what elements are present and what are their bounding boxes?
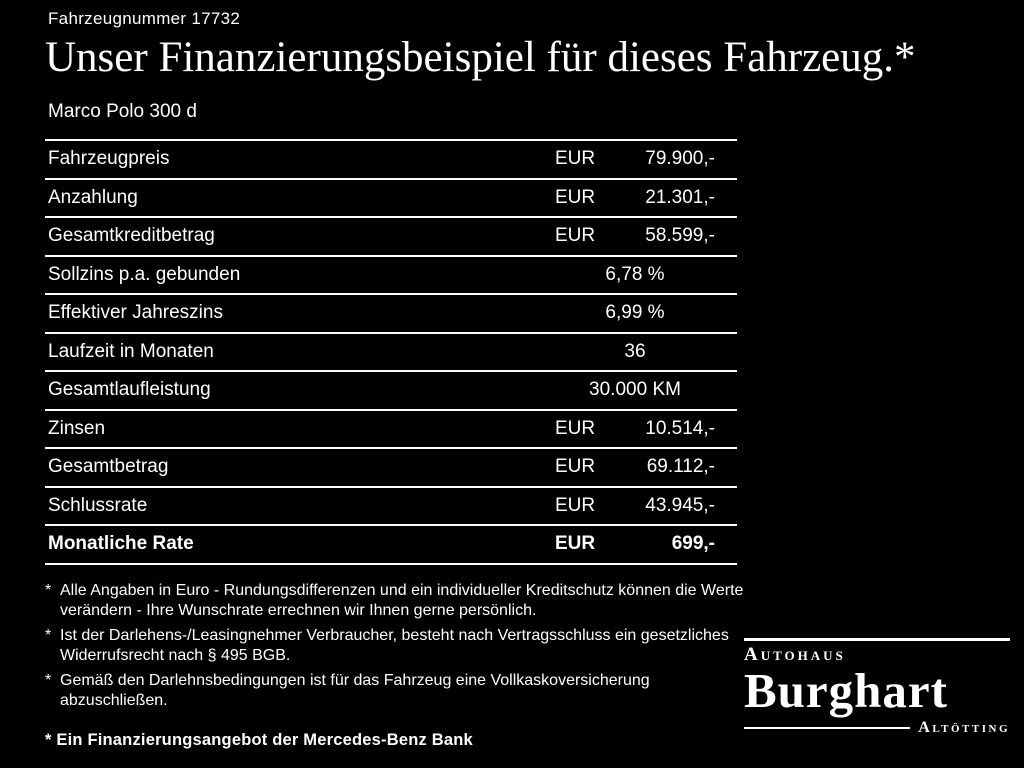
finance-row-value: 699,- xyxy=(671,533,715,555)
finance-row-values: EUR 79.900,- xyxy=(555,148,715,170)
dealer-logo: Autohaus Burghart Altötting xyxy=(744,638,1010,737)
currency-label: EUR xyxy=(555,186,596,208)
finance-row: Schlussrate EUR 43.945,- xyxy=(45,488,737,526)
finance-row-value: 58.599,- xyxy=(645,225,715,247)
finance-row-label: Schlussrate xyxy=(48,494,148,516)
footnote-text: Gemäß den Darlehnsbedingungen ist für da… xyxy=(60,672,650,709)
vehicle-number: Fahrzeugnummer 17732 xyxy=(48,9,241,28)
bank-note: * Ein Finanzierungsangebot der Mercedes-… xyxy=(45,731,473,749)
finance-row-label: Sollzins p.a. gebunden xyxy=(48,263,241,285)
finance-row: Anzahlung EUR 21.301,- xyxy=(45,180,737,218)
finance-row-label: Laufzeit in Monaten xyxy=(48,340,214,362)
finance-row-label: Anzahlung xyxy=(48,186,138,208)
finance-row: Zinsen EUR 10.514,- xyxy=(45,411,737,449)
finance-row-label: Gesamtlaufleistung xyxy=(48,379,211,401)
finance-row: Gesamtlaufleistung 30.000 KM xyxy=(45,372,737,411)
footnote: * Gemäß den Darlehnsbedingungen ist für d… xyxy=(45,671,750,711)
footnote-text: Alle Angaben in Euro - Rundungsdifferenz… xyxy=(60,582,744,619)
footnote: * Alle Angaben in Euro - Rundungsdifferen… xyxy=(45,581,750,621)
finance-row-values: 36 xyxy=(555,341,715,363)
finance-row-value: 21.301,- xyxy=(645,186,715,208)
footnote-text: Ist der Darlehens-/Leasingnehmer Verbrau… xyxy=(60,627,729,664)
finance-row-label: Effektiver Jahreszins xyxy=(48,302,223,324)
currency-label: EUR xyxy=(555,148,596,170)
finance-table: Fahrzeugpreis EUR 79.900,- Anzahlung EUR 21.3… xyxy=(45,139,737,565)
finance-row-label: Monatliche Rate xyxy=(48,533,194,555)
finance-row-values: EUR 58.599,- xyxy=(555,225,715,247)
finance-row-label: Zinsen xyxy=(48,417,106,439)
footnote-marker: * xyxy=(45,627,52,644)
finance-row-values: 30.000 KM xyxy=(555,379,715,401)
logo-divider xyxy=(744,726,911,729)
finance-row-value: 79.900,- xyxy=(645,148,715,170)
finance-row-values: EUR 699,- xyxy=(555,533,715,555)
dealer-logo-city: Altötting xyxy=(918,718,1010,736)
currency-label: EUR xyxy=(555,494,596,516)
finance-row-value: 43.945,- xyxy=(645,494,715,516)
footnote: * Ist der Darlehens-/Leasingnehmer Verbra… xyxy=(45,626,750,666)
finance-row-label: Fahrzeugpreis xyxy=(48,148,170,170)
finance-row-values: EUR 43.945,- xyxy=(555,495,715,517)
finance-row-values: EUR 69.112,- xyxy=(555,456,715,478)
footnote-marker: * xyxy=(45,672,52,689)
finance-row: Gesamtkreditbetrag EUR 58.599,- xyxy=(45,218,737,257)
finance-row-values: EUR 21.301,- xyxy=(555,187,715,209)
footnote-marker: * xyxy=(45,582,52,599)
finance-row-label: Gesamtbetrag xyxy=(48,456,169,478)
finance-row: Laufzeit in Monaten 36 xyxy=(45,334,737,372)
finance-row: Monatliche Rate EUR 699,- xyxy=(45,526,737,565)
vehicle-model: Marco Polo 300 d xyxy=(48,101,197,122)
currency-label: EUR xyxy=(555,417,596,439)
finance-row-label: Gesamtkreditbetrag xyxy=(48,225,215,247)
finance-row-value: 30.000 KM xyxy=(589,379,681,401)
finance-row-value: 6,78 % xyxy=(605,263,665,285)
currency-label: EUR xyxy=(555,456,596,478)
finance-row: Sollzins p.a. gebunden 6,78 % xyxy=(45,257,737,295)
dealer-logo-autohaus: Autohaus xyxy=(744,638,1010,666)
dealer-logo-footer: Altötting xyxy=(744,719,1010,737)
finance-row: Fahrzeugpreis EUR 79.900,- xyxy=(45,141,737,180)
finance-row-values: 6,99 % xyxy=(555,302,715,324)
finance-row-value: 10.514,- xyxy=(645,417,715,439)
dealer-logo-name: Burghart xyxy=(744,663,948,718)
finance-row-values: 6,78 % xyxy=(555,264,715,286)
currency-label: EUR xyxy=(555,225,596,247)
finance-row: Effektiver Jahreszins 6,99 % xyxy=(45,295,737,334)
finance-row-values: EUR 10.514,- xyxy=(555,418,715,440)
finance-row-value: 36 xyxy=(624,340,646,362)
page-title: Unser Finanzierungsbeispiel für dieses F… xyxy=(45,34,916,81)
footnotes: * Alle Angaben in Euro - Rundungsdifferen… xyxy=(45,581,750,716)
finance-row: Gesamtbetrag EUR 69.112,- xyxy=(45,449,737,488)
finance-row-value: 69.112,- xyxy=(646,456,715,478)
finance-row-value: 6,99 % xyxy=(605,302,665,324)
currency-label: EUR xyxy=(555,533,596,555)
